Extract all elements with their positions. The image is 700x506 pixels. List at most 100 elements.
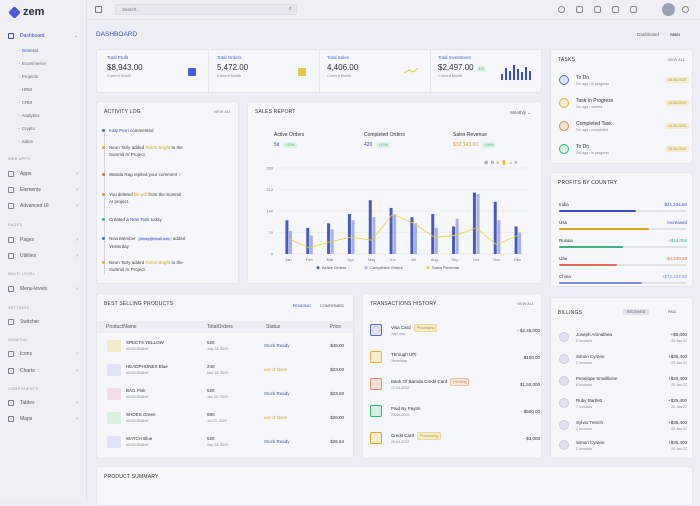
credit-card-icon <box>370 432 382 444</box>
tab-pending[interactable]: PENDING <box>292 303 311 308</box>
metric-active-orders: Active Orders 5it +15% <box>274 132 305 148</box>
notification-icon[interactable] <box>594 6 601 13</box>
sidebar-item-pages[interactable]: Pages › <box>8 235 82 245</box>
chevron-right-icon: › <box>76 237 78 243</box>
bar-active-orders <box>347 214 351 254</box>
bar-active-orders <box>452 226 456 254</box>
task-icon <box>559 75 569 85</box>
transactions-view-all-button[interactable]: VIEW ALL <box>516 302 534 306</box>
sidebar-item-charts[interactable]: Charts › <box>8 366 82 376</box>
activity-view-all-button[interactable]: VIEW ALL <box>213 110 231 114</box>
country-row: Russia +$14,058 <box>559 234 687 256</box>
country-row: Uae -$4,249.23 <box>559 252 687 274</box>
legend-marker <box>316 266 320 270</box>
search-icon[interactable]: ⌕ <box>288 6 292 12</box>
task-icon <box>559 98 569 108</box>
sidebar-sub-general[interactable]: General <box>18 48 38 53</box>
pan-icon[interactable]: ✋ <box>501 160 508 166</box>
transaction-item[interactable]: Bank Of Baroda Credit Card Pending 17-04-2… <box>370 374 540 400</box>
x-tick-label: May <box>368 257 376 262</box>
period-select[interactable]: Monthly ⌄ <box>510 110 531 115</box>
sidebar-sub-ecommerce[interactable]: Ecommerce <box>18 61 46 66</box>
sidebar-item-menu-levels[interactable]: Menu-levels › <box>8 284 82 294</box>
tab-confirmed[interactable]: CONFIRMED <box>319 303 344 308</box>
billing-item[interactable]: Simon Cyrene 2 Invoices +$35,400 20 Jan 22 <box>559 436 687 460</box>
tab-received[interactable]: RECEIVED <box>623 309 650 315</box>
sidebar-sub-hrm[interactable]: HRM <box>18 87 32 92</box>
breadcrumb-dashboard[interactable]: Dashboard <box>637 32 660 37</box>
zoom-in-icon[interactable]: ⊕ <box>484 160 489 166</box>
billing-item[interactable]: Simon Cyrene 2 Invoices +$35,400 20 Jan 22 <box>559 350 687 374</box>
country-row: India $21,234.50 <box>559 198 687 220</box>
task-item[interactable]: To Do 2m ago • in progress 18.08.2020 <box>559 142 689 162</box>
settings-icon[interactable] <box>682 6 689 13</box>
transaction-item[interactable]: Credit Card Processing 25-04-2022- $3,000 <box>370 428 540 454</box>
zoom-out-icon[interactable]: ⊖ <box>490 160 495 166</box>
sidebar-item-maps[interactable]: Maps › <box>8 414 82 424</box>
theme-icon[interactable] <box>558 6 565 13</box>
y-tick-label: 140 <box>266 209 273 214</box>
sidebar-sub-projects[interactable]: Projects <box>18 74 38 79</box>
search-input[interactable] <box>122 5 272 14</box>
sales-sparkline <box>404 67 418 74</box>
home-icon[interactable]: ⌂ <box>509 160 513 166</box>
bar-active-orders <box>472 192 476 254</box>
switcher-icon <box>8 319 14 325</box>
country-progress <box>559 246 623 248</box>
search-icon[interactable]: ⌕ <box>496 160 500 166</box>
metric-completed-orders: Completed Orders 420 +15% <box>364 132 405 148</box>
avatar[interactable] <box>662 3 675 16</box>
x-tick-label: Nov <box>493 257 500 262</box>
sidebar-sub-analytics[interactable]: Analytics <box>18 113 40 118</box>
transaction-item[interactable]: Through UPI Yesterday $100.00 <box>370 347 540 373</box>
sidebar-heading-multilevel: MULTI LEVEL <box>8 272 36 276</box>
sidebar-item-advanced-ui[interactable]: Advanced UI › <box>8 201 82 211</box>
apps-grid-icon[interactable] <box>612 6 619 13</box>
avatar <box>559 354 569 364</box>
tab-paid[interactable]: PAID <box>668 310 677 314</box>
menu-toggle-icon[interactable] <box>95 6 102 13</box>
sidebar-item-tables[interactable]: Tables › <box>8 398 82 408</box>
billings-card: BILLINGS RECEIVED PAID Joseph Arimathea 5… <box>550 297 693 459</box>
table-row[interactable]: WATCH Blue #0102354845 520 Sep 24, 2020 Stoc… <box>104 431 350 455</box>
billing-item[interactable]: Sylvia Trench 4 Invoices +$35,400 20 Jan 22 <box>559 416 687 440</box>
sidebar-item-icons[interactable]: Icons › <box>8 349 82 359</box>
billing-item[interactable]: Penelope Smallbone 8 Invoices +$20,400 20 J… <box>559 372 687 396</box>
transaction-item[interactable]: Paid By Paytm 23-04-2022- $500.00 <box>370 401 540 427</box>
task-item[interactable]: Task In Progress 2m ago • started 18.08.20… <box>559 96 689 116</box>
logo[interactable]: zem <box>8 5 44 19</box>
sidebar-item-elements[interactable]: Elements › <box>8 185 82 195</box>
table-row[interactable]: BAG Pink #0102354845 520 Jan 25, 2020 Stock … <box>104 383 350 407</box>
menu-levels-icon <box>8 286 14 292</box>
sidebar-heading-general: GENERAL <box>8 338 29 342</box>
search-box[interactable]: ⌕ <box>115 4 297 15</box>
cart-icon[interactable] <box>576 6 583 13</box>
billing-item[interactable]: Joseph Arimathea 5 Invoices +$5,000 20 Jan … <box>559 328 687 352</box>
logo-icon <box>8 5 21 19</box>
table-row[interactable]: HEADPHONES Blue #0102354845 240 Nov 15, 202… <box>104 359 350 383</box>
bar-active-orders <box>285 220 289 254</box>
x-tick-label: Jul <box>411 257 416 262</box>
transaction-item[interactable]: Visa Card Processing Just now - $2,45,000 <box>370 320 540 346</box>
sidebar-item-dashboard[interactable]: Dashboard ⌄ <box>8 31 82 41</box>
table-row[interactable]: SHOES Green #0102354845 880 Jul 23, 2020 out… <box>104 407 350 431</box>
billing-item[interactable]: Ruby Bartlett 7 Invoices +$25,400 20 Jan 22 <box>559 394 687 418</box>
fullscreen-icon[interactable] <box>630 6 637 13</box>
sidebar-sub-crm[interactable]: CRM <box>18 100 32 105</box>
table-row[interactable]: SPECTS YELLOW #0102354845 520 July 24, 2020… <box>104 335 350 359</box>
sidebar-item-switcher[interactable]: Switcher <box>8 317 82 327</box>
sidebar-item-apps[interactable]: Apps › <box>8 169 82 179</box>
tasks-view-all-button[interactable]: VIEW ALL <box>667 58 685 62</box>
product-image <box>107 364 121 376</box>
bar-completed-orders <box>309 235 313 254</box>
task-item[interactable]: Completed Task 2m ago • completed 18.08.20… <box>559 119 689 139</box>
sidebar-sub-crypto[interactable]: Crypto <box>18 126 35 131</box>
task-item[interactable]: To Do 2m ago • in progress 18.08.2020 <box>559 73 689 93</box>
activity-item: Katy Perri commented <box>102 127 229 134</box>
sidebar-sub-sales[interactable]: Sales <box>18 139 33 144</box>
menu-icon[interactable]: ≡ <box>514 160 518 166</box>
sidebar-item-utilities[interactable]: Utilities › <box>8 251 82 261</box>
maps-icon <box>8 416 14 422</box>
sidebar: zem Dashboard⌄ General Ecommerce Project… <box>0 0 87 500</box>
bar-active-orders <box>306 227 310 254</box>
